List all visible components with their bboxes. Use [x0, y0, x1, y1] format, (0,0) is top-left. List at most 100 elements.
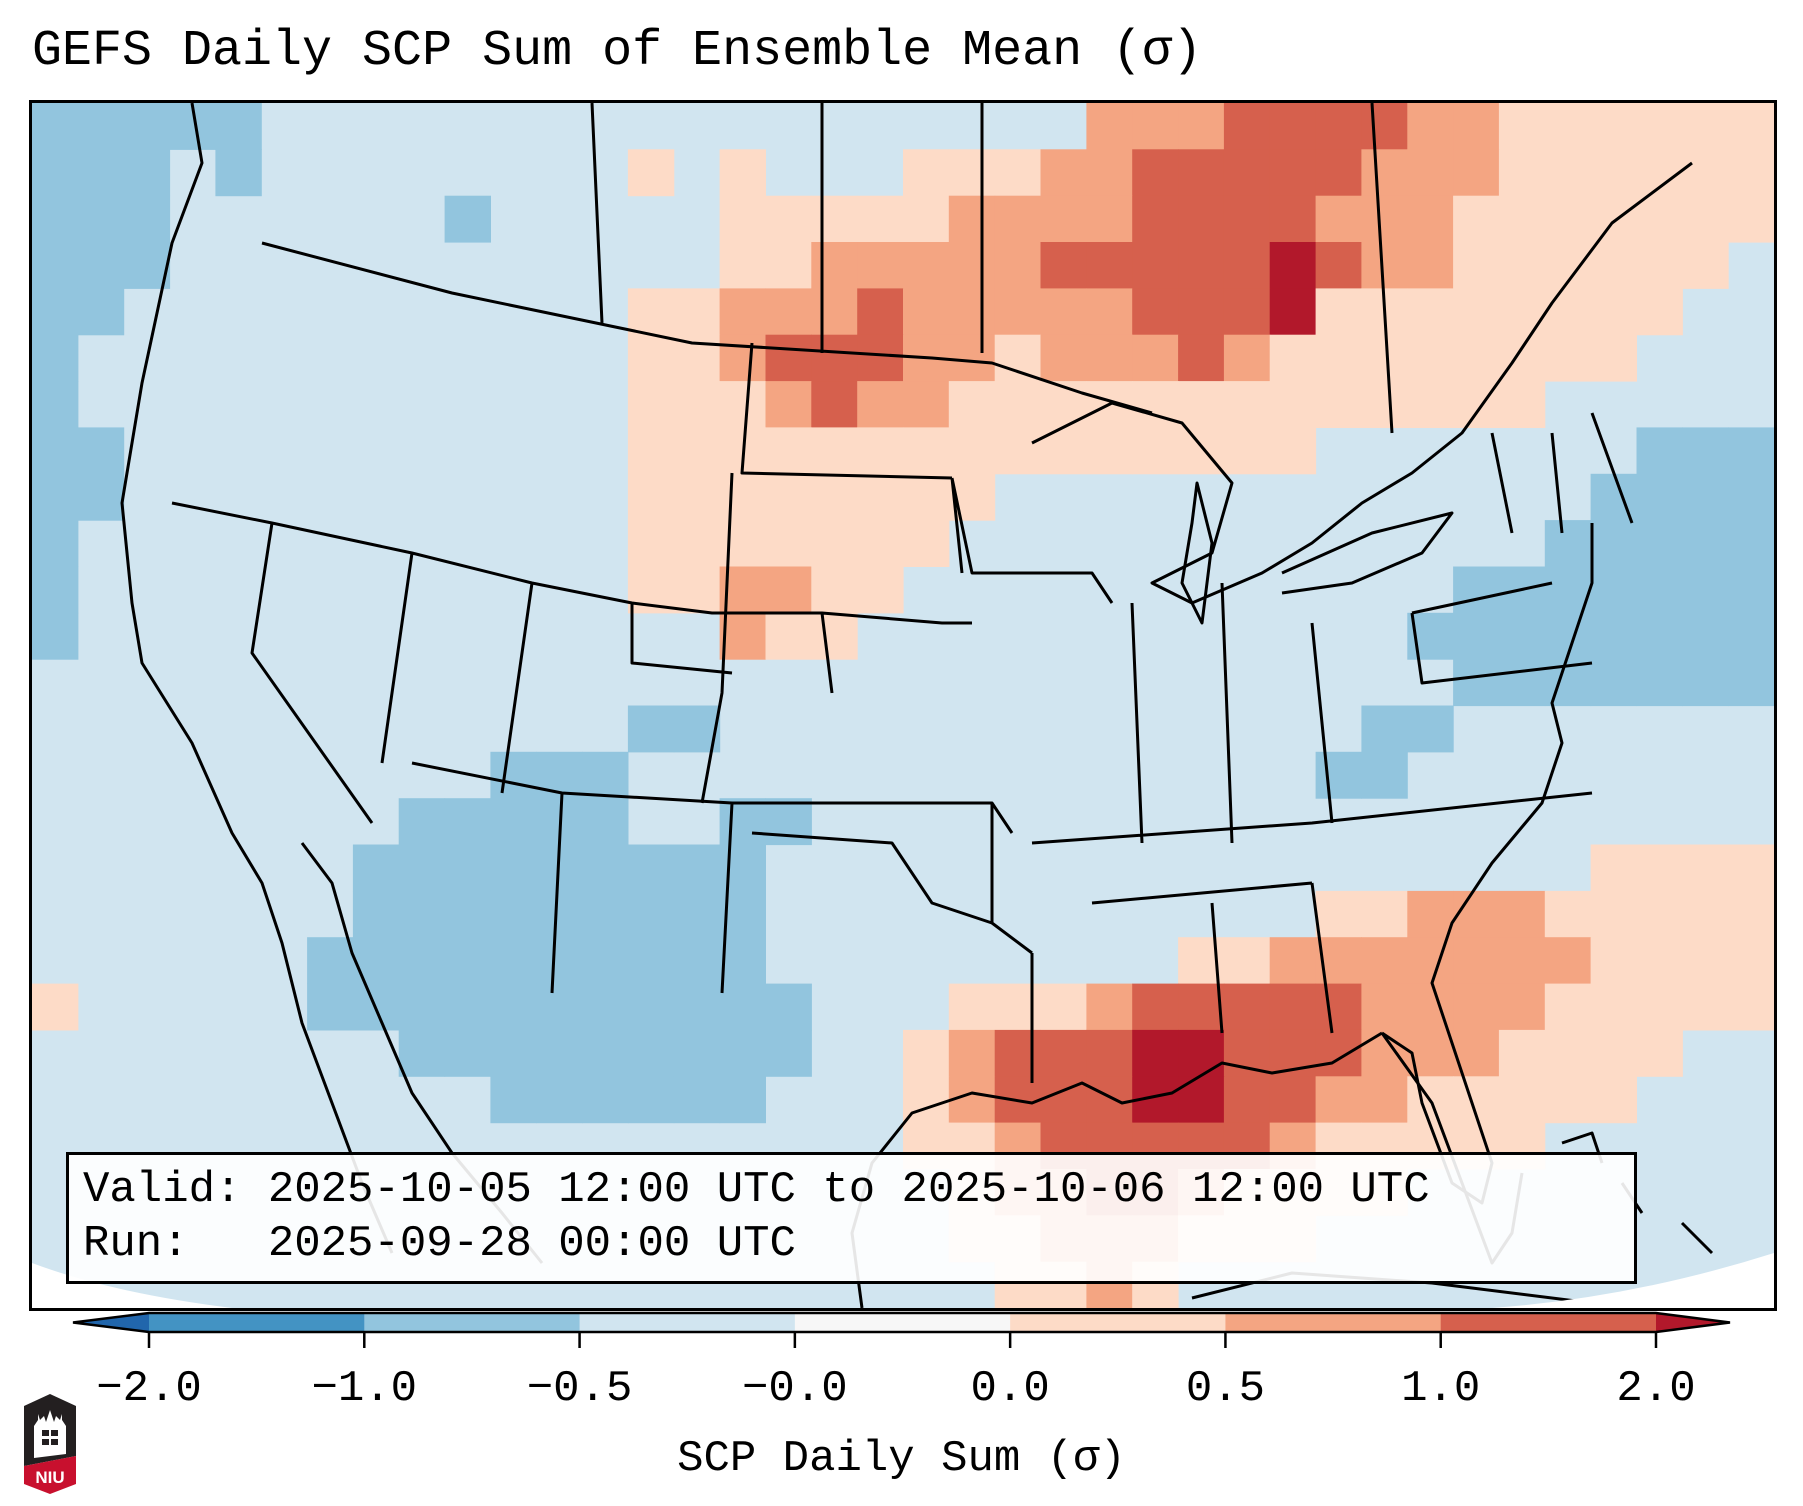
field-cell [32, 381, 79, 428]
field-cell [1178, 242, 1225, 289]
field-cell [1453, 334, 1500, 382]
field-cell [1223, 334, 1271, 382]
field-cell [627, 473, 675, 521]
field-cell [1544, 334, 1592, 382]
field-cell [1269, 288, 1317, 336]
field-cell [1453, 242, 1500, 289]
field-cell [811, 242, 858, 289]
field-cell [1315, 1076, 1362, 1124]
field-cell [444, 1029, 491, 1077]
field-cell [32, 612, 79, 660]
field-cell [1132, 242, 1179, 289]
logo-window [51, 1430, 58, 1436]
field-cell [1086, 288, 1133, 336]
field-cell [1636, 520, 1683, 567]
colorbar-segments [72, 1311, 1731, 1334]
field-cell [582, 983, 629, 1031]
field-cell [1636, 612, 1683, 660]
field-cell [765, 381, 812, 428]
field-cell [903, 242, 950, 289]
field-cell [719, 334, 766, 382]
field-cell [1590, 334, 1637, 382]
field-cell [994, 983, 1042, 1031]
field-cell [1315, 103, 1362, 150]
field-cell [1728, 612, 1774, 660]
field-cell [903, 427, 950, 475]
field-cell [1178, 334, 1225, 382]
field-cell [1590, 103, 1637, 150]
field-cell [444, 195, 491, 243]
logo-window [42, 1439, 49, 1445]
field-cell [77, 427, 125, 475]
chart-title: GEFS Daily SCP Sum of Ensemble Mean (σ) [32, 23, 1203, 80]
field-cell [1590, 937, 1637, 985]
field-cell [1361, 242, 1408, 289]
field-cell [398, 890, 446, 938]
field-cell [444, 983, 491, 1031]
field-cell [1407, 288, 1454, 336]
field-cell [765, 242, 812, 289]
field-cell [1086, 103, 1133, 150]
field-cell [903, 195, 950, 243]
field-cell [582, 1076, 629, 1124]
field-cell [1315, 751, 1362, 799]
field-cell [32, 242, 79, 289]
field-cell [1590, 1029, 1637, 1077]
field-cell [627, 1029, 675, 1077]
field-cell [1682, 612, 1729, 660]
field-cell [673, 1029, 721, 1077]
field-cell [1498, 288, 1546, 336]
field-cell [719, 937, 766, 985]
field-cell [1269, 334, 1317, 382]
field-cell [1590, 195, 1637, 243]
field-cell [1315, 242, 1362, 289]
field-cell [1453, 566, 1500, 614]
field-cell [673, 288, 721, 336]
field-cell [536, 1029, 583, 1077]
field-cell [1132, 195, 1179, 243]
field-cell [765, 1029, 812, 1077]
field-cell [1728, 890, 1774, 938]
field-cell [627, 149, 675, 197]
field-cell [1269, 103, 1317, 150]
tick-label: −0.0 [742, 1364, 848, 1414]
field-cell [1407, 242, 1454, 289]
field-cell [948, 334, 996, 382]
field-cell [1086, 1029, 1133, 1077]
field-cell [352, 937, 400, 985]
field-cell [1223, 427, 1271, 475]
field-cell [903, 149, 950, 197]
field-cell [1498, 890, 1546, 938]
colorbar-segment [579, 1313, 796, 1332]
logo-text: NIU [35, 1468, 64, 1487]
coastline-great-lakes [1031, 161, 1693, 605]
tick-label: 2.0 [1616, 1364, 1696, 1414]
field-cell [1636, 844, 1683, 892]
field-cell [903, 1029, 950, 1077]
field-cell [1682, 195, 1729, 243]
field-cell [1315, 334, 1362, 382]
field-cell [948, 983, 996, 1031]
field-cell [1728, 427, 1774, 475]
field-cell [1728, 659, 1774, 707]
field-cell [1086, 195, 1133, 243]
field-cell [1132, 983, 1179, 1031]
field-cell [1223, 288, 1271, 336]
field-cell [1636, 566, 1683, 614]
field-cell [765, 612, 812, 660]
field-cell [765, 288, 812, 336]
field-cell [398, 844, 446, 892]
field-cell [536, 1076, 583, 1124]
field-cell [857, 473, 904, 521]
field-cell [1498, 1076, 1546, 1124]
field-cell [1361, 751, 1408, 799]
field-cell [1361, 983, 1408, 1031]
field-cell [536, 937, 583, 985]
field-cell [627, 983, 675, 1031]
logo-shield-red [24, 1456, 76, 1494]
field-cell [1269, 983, 1317, 1031]
field-cell [1682, 149, 1729, 197]
field-cell [1682, 473, 1729, 521]
field-cell [1498, 103, 1546, 150]
field-cell [1178, 983, 1225, 1031]
